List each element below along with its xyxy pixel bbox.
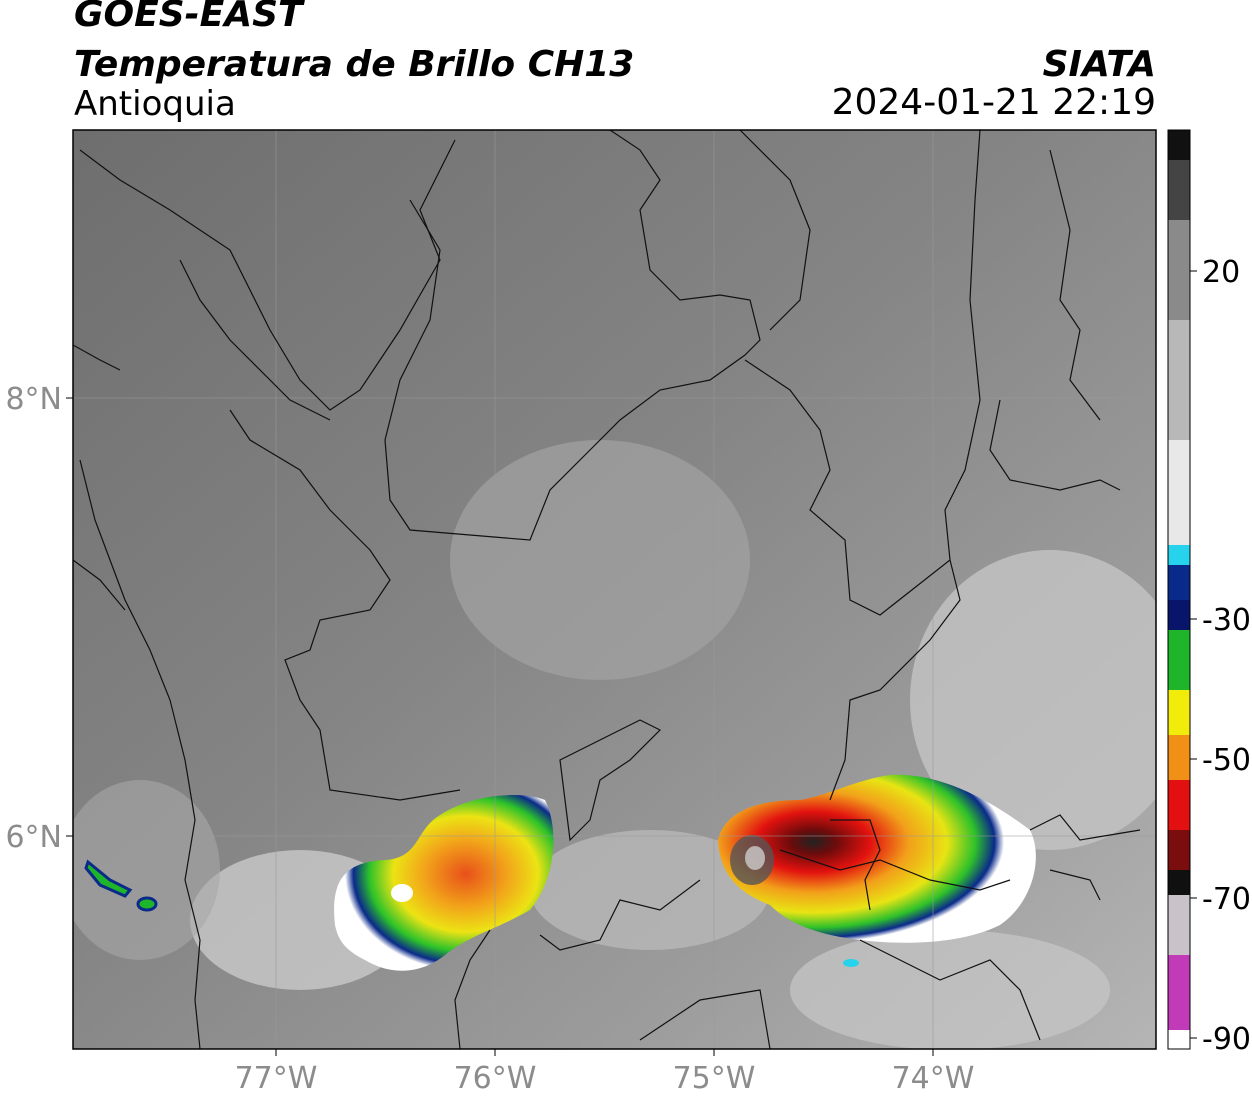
colorbar-tick-label: -30: [1202, 603, 1251, 638]
boundaries: [73, 130, 1141, 1049]
lat-label: 8°N: [5, 382, 62, 417]
map-area: [73, 130, 1156, 1049]
colorbar-tick-label: 20: [1202, 255, 1240, 290]
timestamp-label: 2024-01-21 22:19: [831, 82, 1156, 123]
product-title: Temperatura de Brillo CH13: [74, 44, 635, 85]
lon-label: 77°W: [235, 1061, 318, 1096]
region-subtitle: Antioquia: [74, 84, 236, 124]
colorbar: [1167, 129, 1191, 1050]
latitude-labels: 8°N 6°N: [5, 382, 73, 855]
lon-label: 75°W: [673, 1061, 756, 1096]
storm-cell-west: [334, 795, 554, 971]
lon-label: 74°W: [892, 1061, 975, 1096]
colorbar-tick-label: -50: [1202, 743, 1251, 778]
graticule: [73, 130, 1156, 1049]
storm-cell-east: [718, 774, 1036, 943]
satellite-title: GOES-EAST: [74, 0, 303, 35]
colorbar-tick-label: -70: [1202, 882, 1251, 917]
map-frame: [72, 129, 1157, 1050]
organization-label: SIATA: [1042, 44, 1156, 85]
lon-label: 76°W: [454, 1061, 537, 1096]
colorbar-ticks: 20 -30 -50 -70 -90: [1190, 255, 1251, 1057]
longitude-labels: 77°W 76°W 75°W 74°W: [235, 1049, 975, 1096]
colorbar-tick-label: -90: [1202, 1022, 1251, 1057]
lat-label: 6°N: [5, 820, 62, 855]
